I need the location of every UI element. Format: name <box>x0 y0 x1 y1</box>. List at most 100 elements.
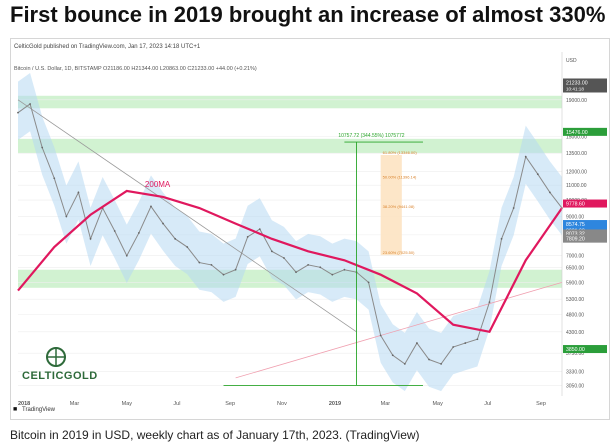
price-point <box>549 191 551 194</box>
price-tag <box>563 345 607 354</box>
price-tag <box>563 220 607 229</box>
series-layer <box>17 103 563 365</box>
upper-zone <box>18 138 562 154</box>
price-tag-label: 3850.00 <box>566 347 585 353</box>
measure-label: 10757.72 (344.55%) 1075772 <box>338 133 404 139</box>
price-point <box>113 230 116 232</box>
price-tag-label: 8073.32 <box>566 231 585 237</box>
price-point <box>41 146 44 149</box>
price-chart[interactable]: 200MA 61.80% (13346.00) 50.00% (11396.14) 3… <box>10 38 608 418</box>
price-point <box>440 363 443 365</box>
price-point <box>125 254 128 257</box>
ma-line <box>17 189 563 334</box>
x-tick-label: Jul <box>173 401 180 407</box>
price-point <box>258 228 261 231</box>
price-point <box>524 155 527 158</box>
page-title: First bounce in 2019 brought an increase… <box>10 2 606 27</box>
price-tag <box>563 234 607 243</box>
price-tag-sublabel: 10:41:18 <box>566 86 584 91</box>
price-point <box>488 301 491 304</box>
price-point <box>307 264 310 266</box>
x-tick-label: Mar <box>381 401 391 407</box>
price-point <box>343 268 346 271</box>
price-point <box>295 271 297 274</box>
price-point <box>319 266 322 269</box>
volatility-band-area <box>18 72 562 392</box>
price-point <box>403 363 406 365</box>
publisher-line: CelticGold published on TradingView.com,… <box>14 44 201 50</box>
price-tag <box>563 229 607 238</box>
figure-caption: Bitcoin in 2019 in USD, weekly chart as … <box>10 428 420 442</box>
y-tick-label: 3050.00 <box>566 383 584 389</box>
x-tick-label: May <box>432 401 443 407</box>
price-tags: 21233.0010:41:1815476.009778.608574.7582… <box>563 78 607 354</box>
price-point <box>367 281 370 284</box>
downtrend-line <box>17 99 357 333</box>
price-tag-label: 21233.00 <box>566 80 588 86</box>
y-tick-label: 5300.00 <box>566 297 584 303</box>
price-point <box>222 273 225 276</box>
x-tick-label: Sep <box>536 401 546 407</box>
y-tick-label: 4300.00 <box>566 330 584 336</box>
y-tick-label: 19000.00 <box>566 98 587 104</box>
x-axis: 2018 Mar May Jul Sep Nov 2019 Mar May Jul Sep <box>18 401 546 407</box>
price-point <box>283 257 285 259</box>
x-tick-label: Nov <box>277 401 287 407</box>
price-point <box>17 111 19 114</box>
y-tick-label: 6500.00 <box>566 265 584 271</box>
x-tick-label: 2019 <box>329 401 341 407</box>
y-tick-label: 12000.00 <box>566 170 587 176</box>
volatility-band <box>18 72 562 392</box>
x-tick-label: Jul <box>484 401 491 407</box>
price-tag <box>563 78 607 93</box>
tradingview-label: TradingView <box>22 407 56 413</box>
logo-text: CELTICGOLD <box>22 370 98 382</box>
price-point <box>137 232 140 234</box>
price-line <box>17 103 563 365</box>
price-tag-label: 7809.20 <box>566 237 585 243</box>
symbol-line: Bitcoin / U.S. Dollar, 1D, BITSTAMP O211… <box>14 66 257 72</box>
resistance-zone <box>18 95 562 109</box>
y-tick-label: 13500.00 <box>566 151 587 157</box>
price-tag-label: 9778.60 <box>566 202 585 208</box>
price-point <box>246 235 249 238</box>
x-tick-label: May <box>122 401 133 407</box>
price-point <box>162 222 164 225</box>
price-point <box>391 354 394 357</box>
price-point <box>476 338 479 341</box>
y-tick-label: 9000.00 <box>566 214 584 220</box>
fib-level-label: 61.80% (13346.00) <box>383 150 418 155</box>
y-tick-label: 5900.00 <box>566 280 584 286</box>
tradingview-icon: ■ <box>13 406 18 413</box>
price-point <box>77 191 80 194</box>
price-point <box>198 261 201 264</box>
price-point <box>186 246 189 248</box>
price-point <box>379 334 382 337</box>
annotations: 200MA 61.80% (13346.00) 50.00% (11396.14) 3… <box>145 133 423 386</box>
price-point <box>29 103 31 105</box>
price-point <box>53 177 56 180</box>
price-point <box>428 358 430 361</box>
price-point <box>512 207 515 209</box>
x-tick-label: 2018 <box>18 401 30 407</box>
price-point <box>89 237 92 240</box>
fib-level-label: 23.60% (7025.50) <box>383 250 415 255</box>
price-point <box>331 273 334 276</box>
price-point <box>500 237 503 240</box>
x-tick-label: Sep <box>225 401 235 407</box>
y-tick-label: 7000.00 <box>566 254 584 260</box>
price-point <box>452 346 455 348</box>
price-tag-label: 8574.75 <box>566 222 585 228</box>
price-point <box>65 215 68 218</box>
price-point <box>416 342 418 344</box>
price-point <box>464 342 467 344</box>
y-tick-label: 15000.00 <box>566 135 587 141</box>
price-tag-label: 15476.00 <box>566 130 588 136</box>
price-point <box>536 173 539 176</box>
x-tick-label: Mar <box>70 401 80 407</box>
y-axis-unit: USD <box>566 58 577 64</box>
fib-zone <box>380 154 402 256</box>
fib-level-label: 50.00% (11396.14) <box>383 175 417 180</box>
price-point <box>270 250 273 253</box>
ma-label: 200MA <box>145 180 171 189</box>
